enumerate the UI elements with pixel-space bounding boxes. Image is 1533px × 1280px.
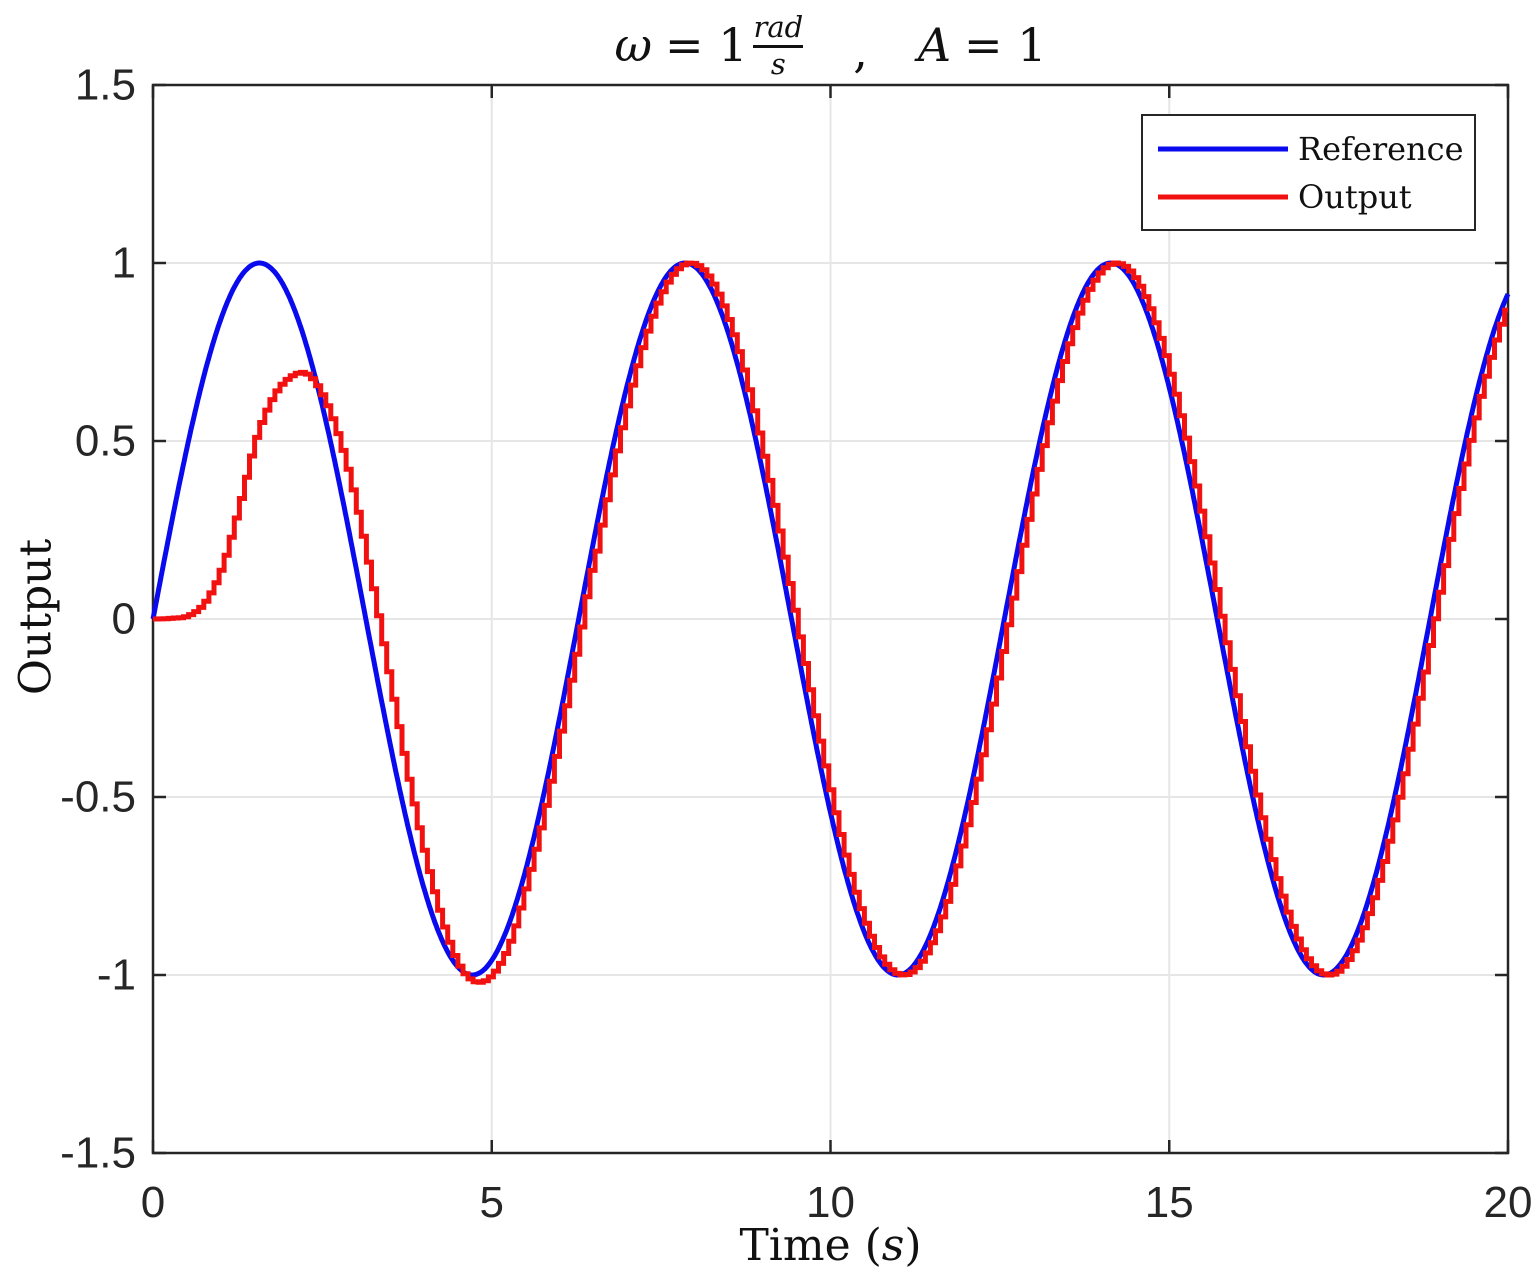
reference-line: [150, 260, 1511, 978]
legend-reference-label: Reference: [1298, 130, 1464, 168]
x-tick-label: 0: [141, 1178, 165, 1227]
legend-output-label: Output: [1298, 178, 1412, 216]
x-tick-label: 20: [1484, 1178, 1533, 1227]
fraction-denominator: s: [770, 47, 786, 81]
legend: Reference Output: [1141, 114, 1476, 231]
x-tick-label: 15: [1145, 1178, 1194, 1227]
grid-lines: [153, 85, 1508, 1153]
chart-title: ω = 1 rad s , A = 1: [153, 0, 1508, 90]
x-axis-label: Time (s): [739, 1220, 922, 1271]
y-tick-label: -1.5: [60, 1129, 136, 1178]
y-tick-labels: -1.5 -1 -0.5 0 0.5 1 1.5: [60, 61, 136, 1178]
legend-border: [1141, 114, 1476, 231]
y-axis-label: Output: [10, 538, 62, 696]
axis-ticks: [151, 83, 1510, 1155]
fraction-bar: [753, 45, 804, 48]
y-tick-label: -1: [97, 951, 136, 1000]
output-line: [153, 260, 1508, 985]
title-amplitude-part: A = 1: [917, 18, 1047, 72]
y-tick-label: 0.5: [75, 417, 136, 466]
y-tick-label: 1: [112, 239, 136, 288]
y-tick-label: 1.5: [75, 61, 136, 110]
title-omega-part: ω = 1: [614, 18, 748, 72]
omega-symbol: ω: [614, 18, 653, 72]
y-tick-label: 0: [112, 595, 136, 644]
y-tick-label: -0.5: [60, 773, 136, 822]
x-tick-labels: 0 5 10 15 20: [141, 1178, 1533, 1227]
amplitude-symbol: A: [917, 18, 952, 72]
title-separator: ,: [853, 24, 868, 78]
time-variable-symbol: s: [881, 1220, 905, 1271]
x-tick-label: 5: [480, 1178, 504, 1227]
x-tick-label: 10: [806, 1178, 855, 1227]
title-rad-per-s-fraction: rad s: [753, 10, 804, 81]
fraction-numerator: rad: [753, 10, 804, 44]
